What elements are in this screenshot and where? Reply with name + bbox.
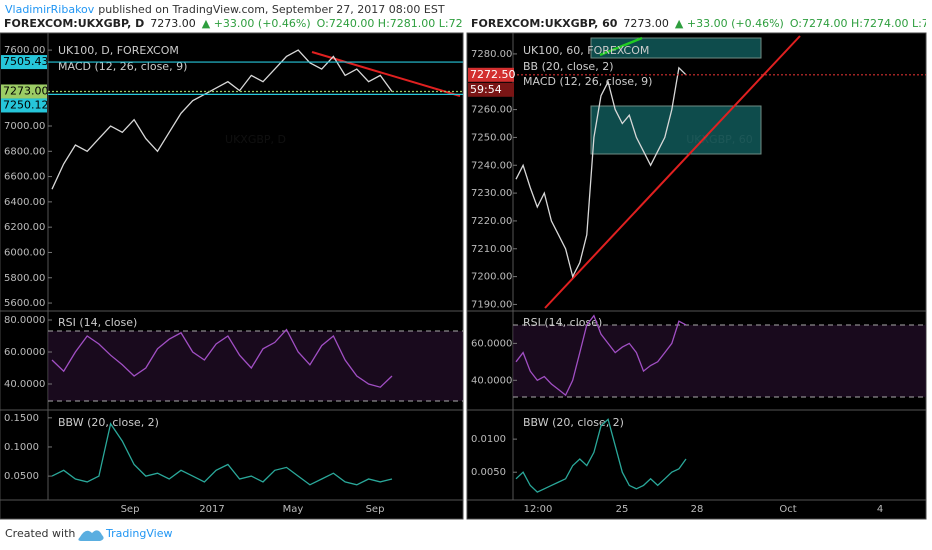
indicator-label: MACD (12, 26, close, 9)	[523, 75, 652, 88]
quote-ohlc: O:7274.00 H:7274.00 L:7272.50 C:7	[790, 17, 932, 30]
series-line	[515, 418, 687, 493]
y-tick-label: 7000.00	[4, 121, 45, 132]
quote-price: 7273.00	[150, 17, 196, 30]
y-tick-label: 7250.00	[471, 132, 512, 143]
x-tick-label: 2017	[199, 504, 224, 515]
y-tick-label: 5600.00	[4, 298, 45, 309]
series-line	[515, 314, 687, 397]
rsi-band	[48, 331, 463, 401]
panel-left	[0, 32, 464, 520]
quote-symbol: FOREXCOM:UKXGBP, D	[4, 17, 144, 30]
pane-title: BBW (20, close, 2)	[523, 416, 624, 429]
y-tick-label: 80.0000	[4, 315, 45, 326]
series-line	[51, 422, 393, 486]
price-tag-bg	[1, 55, 47, 70]
y-tick-label: 5800.00	[4, 273, 45, 284]
created-with: Created with	[5, 527, 75, 540]
author[interactable]: VladimirRibakov	[5, 3, 95, 16]
series-line	[51, 328, 393, 388]
y-tick-label: 60.0000	[4, 347, 45, 358]
watermark: UKXGBP, 60	[686, 133, 753, 146]
y-tick-label: 0.0500	[4, 471, 39, 482]
price-tag: 7273.00	[3, 84, 49, 97]
y-tick-label: 6000.00	[4, 247, 45, 258]
y-tick-label: 0.1000	[4, 442, 39, 453]
zone-box	[590, 37, 762, 59]
y-tick-label: 7260.00	[471, 105, 512, 116]
indicator-label: BB (20, close, 2)	[523, 60, 614, 73]
x-tick-label: 12:00	[524, 504, 553, 515]
price-tag: 7250.12	[3, 98, 49, 111]
quote-price: 7273.00	[623, 17, 669, 30]
quote-line: FOREXCOM:UKXGBP, 60 7273.00 ▲ +33.00 (+0.4…	[471, 17, 932, 30]
series-line	[51, 49, 393, 190]
y-tick-label: 7210.00	[471, 244, 512, 255]
quote-change: ▲ +33.00 (+0.46%)	[202, 17, 311, 30]
y-tick-label: 7240.00	[471, 160, 512, 171]
quote-line: FOREXCOM:UKXGBP, D 7273.00 ▲ +33.00 (+0.46…	[4, 17, 523, 30]
price-tag-bg	[1, 84, 47, 99]
pane-title: UK100, D, FOREXCOM	[58, 44, 179, 57]
quote-symbol: FOREXCOM:UKXGBP, 60	[471, 17, 618, 30]
price-tag-bg	[1, 98, 47, 113]
x-tick-label: 28	[691, 504, 704, 515]
pane-title: RSI (14, close)	[523, 316, 602, 329]
y-tick-label: 7280.00	[471, 49, 512, 60]
pane-title: RSI (14, close)	[58, 316, 137, 329]
series-line	[515, 66, 687, 279]
y-tick-label: 6600.00	[4, 172, 45, 183]
trendline	[599, 36, 643, 57]
y-tick-label: 40.0000	[4, 379, 45, 390]
tradingview-logo	[78, 530, 104, 541]
y-tick-label: 6800.00	[4, 146, 45, 157]
y-tick-label: 7600.00	[4, 45, 45, 56]
quote-ohlc: O:7240.00 H:7281.00 L:7240.00 C:72	[317, 17, 523, 30]
x-tick-label: 25	[616, 504, 629, 515]
pane-title: BBW (20, close, 2)	[58, 416, 159, 429]
y-tick-label: 0.1500	[4, 413, 39, 424]
brand[interactable]: TradingView	[105, 527, 172, 540]
y-tick-label: 0.0100	[471, 434, 506, 445]
price-tag-bg	[468, 67, 514, 82]
x-tick-label: Sep	[121, 504, 140, 515]
y-tick-label: 7200.00	[471, 272, 512, 283]
price-tag: 7505.43	[3, 55, 49, 68]
x-tick-label: 4	[877, 504, 883, 515]
watermark: UKXGBP, D	[225, 133, 286, 146]
y-tick-label: 7190.00	[471, 299, 512, 310]
rsi-band	[513, 325, 926, 397]
indicator-label: MACD (12, 26, close, 9)	[58, 60, 187, 73]
pane-title: UK100, 60, FOREXCOM	[523, 44, 649, 57]
published: published on TradingView.com, September …	[98, 3, 445, 16]
y-tick-label: 7220.00	[471, 216, 512, 227]
countdown: 59:54	[470, 83, 502, 96]
trendline	[544, 35, 801, 309]
x-tick-label: Oct	[779, 504, 796, 515]
y-tick-label: 60.0000	[471, 338, 512, 349]
y-tick-label: 40.0000	[471, 375, 512, 386]
zone-box	[590, 105, 762, 155]
x-tick-label: Sep	[366, 504, 385, 515]
trendline	[311, 51, 461, 97]
price-tag: 7272.50	[470, 68, 516, 81]
y-tick-label: 6200.00	[4, 222, 45, 233]
countdown-bg	[468, 82, 514, 97]
x-tick-label: May	[283, 504, 304, 515]
y-tick-label: 6400.00	[4, 197, 45, 208]
quote-change: ▲ +33.00 (+0.46%)	[675, 17, 784, 30]
y-tick-label: 7230.00	[471, 188, 512, 199]
y-tick-label: 0.0050	[471, 467, 506, 478]
